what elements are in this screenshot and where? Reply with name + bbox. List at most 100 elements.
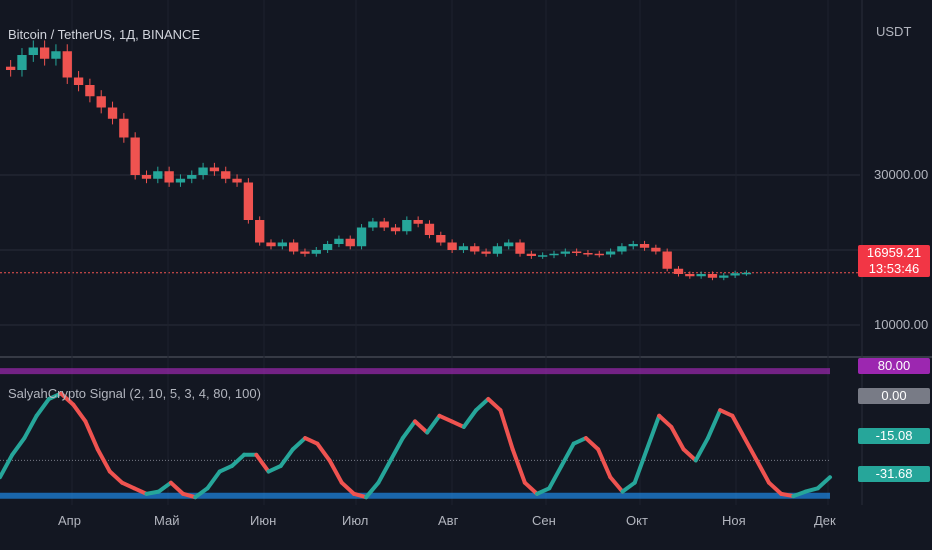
candle-body [17,55,27,70]
oscillator-segment [632,447,649,485]
oscillator-segment [547,463,564,491]
time-axis-label: Июн [250,513,277,528]
candle-body [447,242,457,250]
oscillator-segment [339,480,356,496]
candle-body [209,167,220,172]
oscillator-segment [571,436,588,446]
oscillator-segment [315,441,332,463]
price-candles [6,40,752,281]
oscillator-segment [620,480,637,494]
oscillator-segment [510,447,527,485]
candle-body [424,223,435,235]
oscillator-segment [681,447,698,463]
oscillator-segment [803,486,820,494]
oscillator-segment [522,480,540,496]
oscillator-segment [754,458,771,485]
candle-body [311,250,321,254]
time-axis-label: Сен [532,513,556,528]
candle-body [560,251,570,254]
candle-body [662,251,672,269]
oscillator-segment [278,447,295,468]
candle-body [221,171,231,179]
oscillator-segment [815,475,832,491]
candle-body [594,253,604,256]
candle-body [696,274,706,277]
oscillator-segment [791,489,808,499]
candle-body [277,242,287,247]
oscillator-segment [693,436,710,463]
oscillator-segment [742,436,759,463]
oscillator-segment [22,413,39,441]
candle-body [481,251,491,254]
candle-body [413,220,423,224]
oscillator-segment [596,447,613,480]
oscillator-segment [217,463,234,474]
candle-body [707,274,718,278]
oscillator-segment [46,391,64,402]
candle-body [334,238,344,244]
oscillator-segment [229,452,247,468]
candle-body [198,167,208,175]
candle-body [130,137,140,175]
oscillator-segment [669,424,686,452]
candle-body [243,182,254,220]
time-axis-label: Окт [626,513,648,528]
grid [0,0,932,505]
candle-body [141,175,152,179]
oscillator-segment [449,419,466,429]
oscillator-segment [266,463,283,474]
oscillator-segment [535,486,552,496]
oscillator-segment [34,397,51,418]
candle-body [402,220,412,232]
indicator-label: SalyahCrypto Signal (2, 10, 5, 3, 4, 80,… [8,386,261,401]
oscillator-segment [107,469,125,485]
time-axis-label: Июл [342,513,369,528]
candle-body [232,178,242,183]
time-axis-label: Авг [438,513,459,528]
candle-body [51,51,61,59]
oscillator-segment [461,408,479,429]
candle-body [583,253,593,255]
candle-body [28,47,38,55]
oscillator-segment [71,402,88,424]
oscillator-segment [327,458,344,485]
oscillator-segment [181,491,198,500]
currency-label: USDT [876,24,912,39]
oscillator-segment [644,413,662,452]
candle-body [492,246,503,254]
candle-body [741,272,752,275]
oscillator-segment [168,480,186,496]
candle-body [651,247,661,252]
oscillator [0,368,832,500]
candle-body [175,178,186,183]
oscillator-segment [498,408,515,452]
oscillator-segment [559,441,576,468]
candle-body [719,275,729,278]
candle-body [549,253,559,256]
oscillator-segment [83,419,100,452]
oscillator-segment [364,480,381,500]
candle-body [322,244,333,250]
candle-body [345,238,355,247]
candle-body [605,251,616,255]
oscillator-segment [705,408,723,441]
candle-body [164,171,174,183]
oscillator-segment [193,486,210,500]
candle-body [379,221,389,228]
oscillator-segment [254,452,271,474]
candle-body [85,85,95,97]
oscillator-segment [474,397,491,413]
time-axis-label: Май [154,513,180,528]
candle-body [39,47,50,59]
candle-body [62,51,72,78]
time-axis-label: Апр [58,513,81,528]
oscillator-segment [120,480,137,491]
oscillator-segment [144,489,161,496]
candle-body [153,171,163,179]
oscillator-segment [205,469,222,491]
oscillator-segment [657,413,674,429]
time-axis-label: Ноя [722,513,746,528]
candle-body [515,242,525,254]
oscillator-segment [608,475,625,494]
